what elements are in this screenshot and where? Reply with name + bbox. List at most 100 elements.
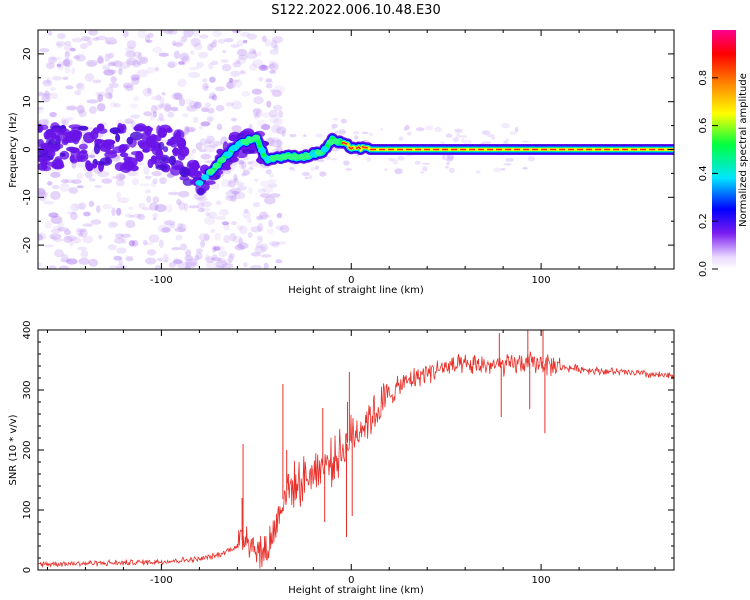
noise-speckle <box>160 227 170 233</box>
noise-speckle <box>205 256 215 263</box>
signal-blob <box>102 139 116 146</box>
noise-speckle <box>235 58 240 65</box>
noise-speckle <box>97 171 110 178</box>
noise-speckle <box>237 225 244 231</box>
noise-speckle <box>259 193 271 198</box>
noise-speckle <box>176 222 184 229</box>
noise-speckle <box>225 195 237 201</box>
noise-speckle <box>258 77 264 82</box>
noise-speckle <box>257 119 267 127</box>
noise-speckle <box>246 51 258 60</box>
ridge-blob <box>320 146 329 153</box>
noise-speckle <box>147 87 152 94</box>
signal-blob <box>147 158 154 169</box>
noise-speckle <box>200 207 206 213</box>
noise-speckle <box>212 39 218 45</box>
noise-speckle <box>276 138 283 148</box>
noise-speckle <box>167 60 178 68</box>
noise-speckle <box>142 87 153 97</box>
noise-speckle <box>161 91 166 96</box>
signal-blob <box>69 147 80 154</box>
noise-speckle <box>454 128 463 132</box>
noise-speckle <box>104 92 113 99</box>
noise-speckle <box>130 74 140 81</box>
noise-speckle <box>444 154 451 157</box>
noise-speckle <box>39 48 50 53</box>
noise-speckle <box>75 227 83 236</box>
noise-speckle <box>66 258 78 265</box>
noise-speckle <box>185 261 197 269</box>
noise-speckle <box>130 103 138 109</box>
noise-speckle <box>175 234 183 241</box>
signal-blob <box>109 127 122 134</box>
noise-speckle <box>205 212 210 217</box>
noise-speckle <box>40 92 52 96</box>
noise-speckle <box>219 208 229 216</box>
noise-speckle <box>48 212 59 218</box>
noise-speckle <box>65 105 78 111</box>
noise-speckle <box>440 141 446 144</box>
signal-blob <box>46 144 59 151</box>
ridge-blob <box>201 174 210 181</box>
noise-speckle <box>103 69 115 76</box>
noise-speckle <box>64 41 72 46</box>
noise-speckle <box>223 223 230 231</box>
noise-speckle <box>452 137 459 143</box>
noise-speckle <box>264 196 276 205</box>
noise-speckle <box>271 124 282 134</box>
noise-speckle <box>505 158 514 162</box>
noise-speckle <box>107 62 116 67</box>
noise-speckle <box>92 79 102 84</box>
noise-speckle <box>71 67 76 75</box>
noise-speckle <box>195 142 203 151</box>
noise-speckle <box>144 175 152 180</box>
noise-speckle <box>59 182 70 192</box>
noise-speckle <box>71 161 77 169</box>
noise-speckle <box>252 49 257 55</box>
noise-speckle <box>193 42 203 51</box>
signal-blob <box>197 187 205 196</box>
noise-speckle <box>266 228 274 234</box>
noise-speckle <box>42 80 52 84</box>
noise-speckle <box>331 123 338 129</box>
noise-speckle <box>86 40 93 46</box>
noise-speckle <box>54 249 64 258</box>
noise-speckle <box>253 114 259 120</box>
ridge-blob <box>218 157 227 163</box>
noise-speckle <box>174 39 184 48</box>
noise-speckle <box>64 65 71 74</box>
signal-blob <box>179 166 191 178</box>
noise-speckle <box>157 224 170 233</box>
noise-speckle <box>203 234 210 242</box>
noise-speckle <box>228 77 234 83</box>
y-tick-label: -20 <box>22 237 33 253</box>
noise-speckle <box>177 261 189 269</box>
signal-blob <box>171 148 183 154</box>
noise-speckle <box>151 170 162 177</box>
noise-speckle <box>147 249 157 256</box>
noise-speckle <box>69 242 74 247</box>
noise-speckle <box>108 265 121 269</box>
noise-speckle <box>154 104 164 111</box>
noise-speckle <box>90 219 102 225</box>
ridge-blob <box>195 180 204 186</box>
noise-speckle <box>230 79 240 83</box>
noise-speckle <box>247 217 252 224</box>
signal-blob <box>189 163 201 170</box>
noise-speckle <box>65 85 74 90</box>
signal-blob <box>93 143 101 155</box>
signal-blob <box>54 156 62 163</box>
noise-speckle <box>88 258 99 267</box>
noise-speckle <box>102 204 112 210</box>
noise-speckle <box>63 44 73 51</box>
noise-speckle <box>95 205 101 213</box>
noise-speckle <box>388 157 395 162</box>
noise-speckle <box>116 247 127 254</box>
noise-speckle <box>52 238 63 242</box>
noise-speckle <box>273 45 279 51</box>
noise-speckle <box>57 33 66 40</box>
noise-speckle <box>70 203 79 212</box>
noise-speckle <box>225 102 234 107</box>
noise-speckle <box>394 168 403 175</box>
